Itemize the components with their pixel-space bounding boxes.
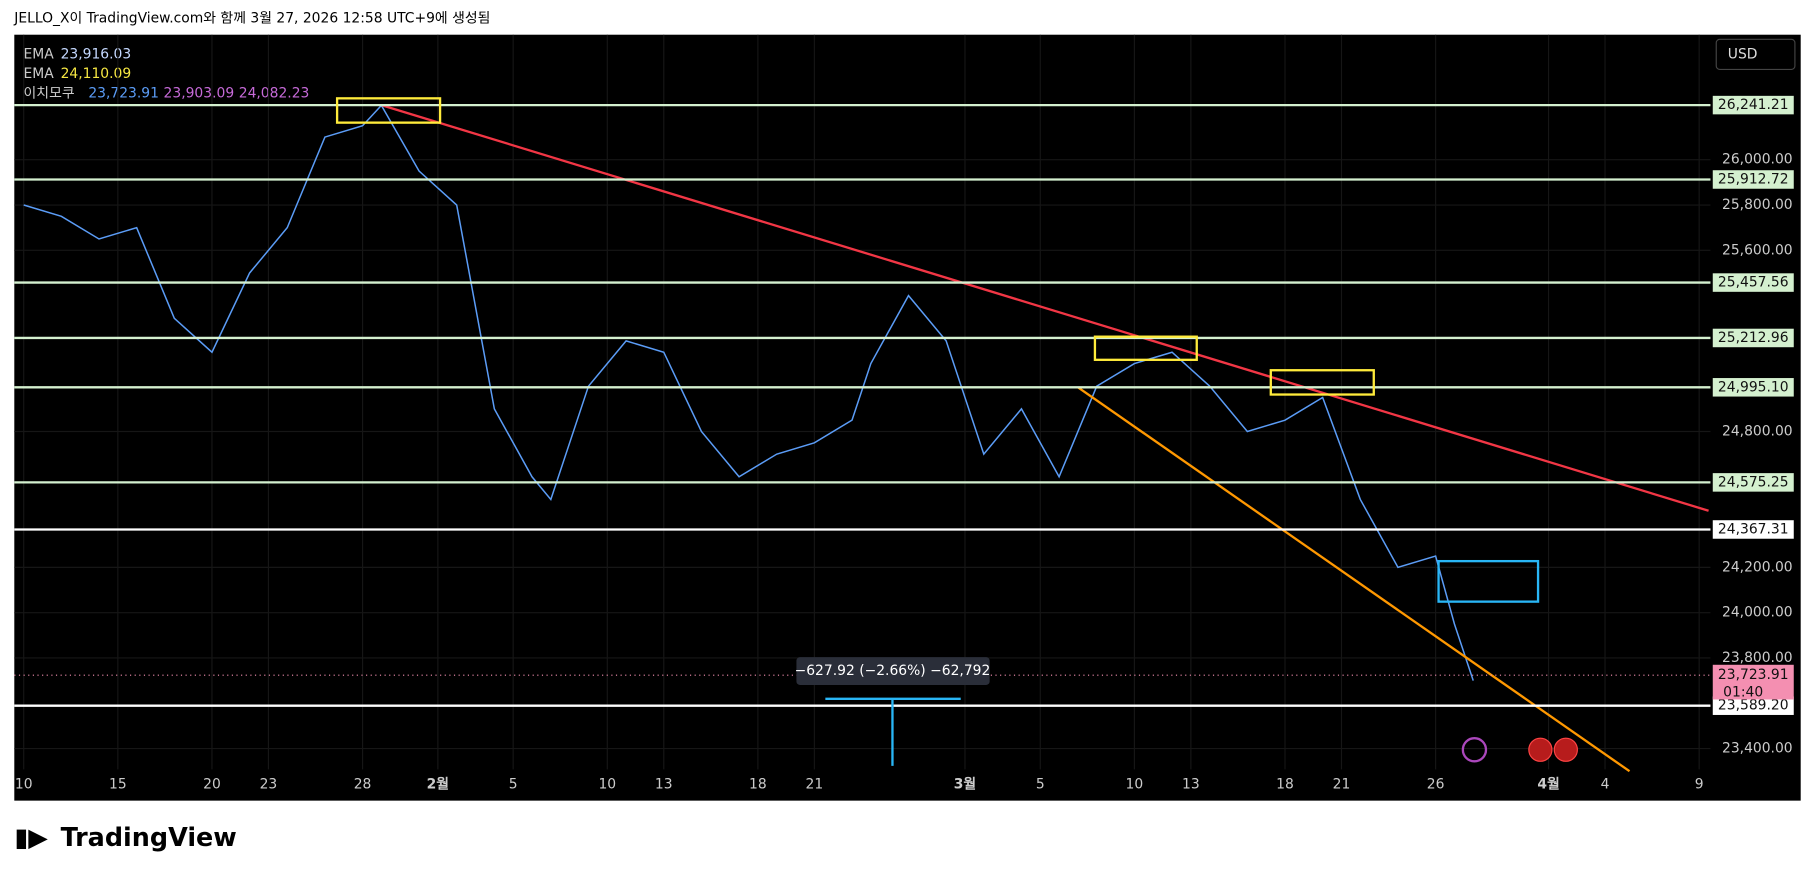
y-tick-label: 24,200.00 [1722, 559, 1793, 575]
level-tag [1712, 520, 1794, 539]
logo-mark: ▮▶ [14, 823, 48, 853]
legend-name: 이치모쿠 [24, 86, 75, 102]
level-tag [1712, 328, 1794, 348]
last-price-tag [1712, 664, 1794, 700]
x-tick-label: 3월 [954, 775, 976, 792]
level-tag [1712, 95, 1794, 115]
x-tick-label: 4 [1601, 776, 1610, 792]
level-label: 23,589.20 [1718, 698, 1789, 714]
level-label: 24,575.25 [1718, 474, 1789, 490]
highlight-box [1093, 335, 1198, 361]
event-icon[interactable] [1461, 737, 1488, 763]
currency-label: USD [1728, 46, 1758, 62]
y-tick-label: 24,800.00 [1722, 423, 1793, 439]
x-tick-label: 15 [109, 776, 127, 792]
measure-label: −627.92 (−2.66%) −62,792 [795, 663, 991, 679]
level-label: 25,457.56 [1718, 275, 1789, 291]
x-tick-label: 18 [1276, 776, 1294, 792]
y-tick-label: 25,800.00 [1722, 197, 1793, 213]
level-label: 25,212.96 [1718, 330, 1789, 346]
level-label: 24,995.10 [1718, 379, 1789, 395]
legend-value: 23,916.03 [61, 46, 132, 62]
level-tag [1712, 170, 1794, 189]
x-tick-label: 9 [1695, 776, 1704, 792]
measure-box [796, 657, 990, 685]
level-label: 25,912.72 [1718, 171, 1789, 187]
level-tag [1712, 273, 1794, 292]
x-tick-label: 2월 [427, 775, 449, 792]
legend-name: EMA [24, 46, 55, 62]
legend-value: 24,082.23 [239, 86, 310, 102]
x-tick-label: 28 [354, 776, 372, 792]
event-icon[interactable] [1553, 737, 1578, 762]
legend-value: 23,723.91 [88, 86, 159, 102]
x-tick-label: 20 [203, 776, 221, 792]
x-tick-label: 5 [509, 776, 518, 792]
y-tick-label: 23,400.00 [1722, 741, 1793, 757]
x-tick-label: 21 [1333, 776, 1351, 792]
y-tick-label: 24,000.00 [1722, 605, 1793, 621]
x-tick-label: 5 [1036, 776, 1045, 792]
logo: TradingView [61, 823, 237, 853]
x-tick-label: 10 [1126, 776, 1144, 792]
level-tag [1712, 473, 1794, 492]
level-label: 26,241.21 [1718, 97, 1789, 113]
range-box [1437, 559, 1540, 603]
y-tick-label: 23,800.00 [1722, 650, 1793, 666]
header-title: JELLO_X이 TradingView.com와 함께 3월 27, 2026… [13, 11, 490, 27]
legend-value: 23,903.09 [164, 86, 235, 102]
y-tick-label: 25,600.00 [1722, 242, 1793, 258]
countdown: 01:40 [1723, 685, 1763, 701]
chart-panel [14, 34, 1801, 801]
price-line [23, 104, 1474, 681]
last-price-label: 23,723.91 [1718, 667, 1789, 683]
currency-button[interactable] [1715, 38, 1796, 70]
x-tick-label: 4월 [1537, 775, 1559, 792]
level-tag [1712, 378, 1794, 397]
legend-name: EMA [24, 66, 55, 82]
x-tick-label: 18 [749, 776, 767, 792]
y-tick-label: 26,000.00 [1722, 152, 1793, 168]
trendline [1077, 386, 1631, 773]
x-tick-label: 23 [260, 776, 278, 792]
x-tick-label: 13 [1182, 776, 1200, 792]
x-tick-label: 13 [655, 776, 673, 792]
highlight-box [1269, 369, 1375, 396]
level-label: 24,367.31 [1718, 521, 1789, 537]
x-tick-label: 10 [598, 776, 616, 792]
event-icon[interactable] [1528, 737, 1553, 762]
x-tick-label: 26 [1427, 776, 1445, 792]
x-tick-label: 10 [15, 776, 33, 792]
legend-value: 24,110.09 [61, 66, 132, 82]
level-tag [1712, 696, 1794, 715]
x-tick-label: 21 [806, 776, 824, 792]
highlight-box [335, 97, 442, 124]
trendline [381, 103, 1709, 512]
